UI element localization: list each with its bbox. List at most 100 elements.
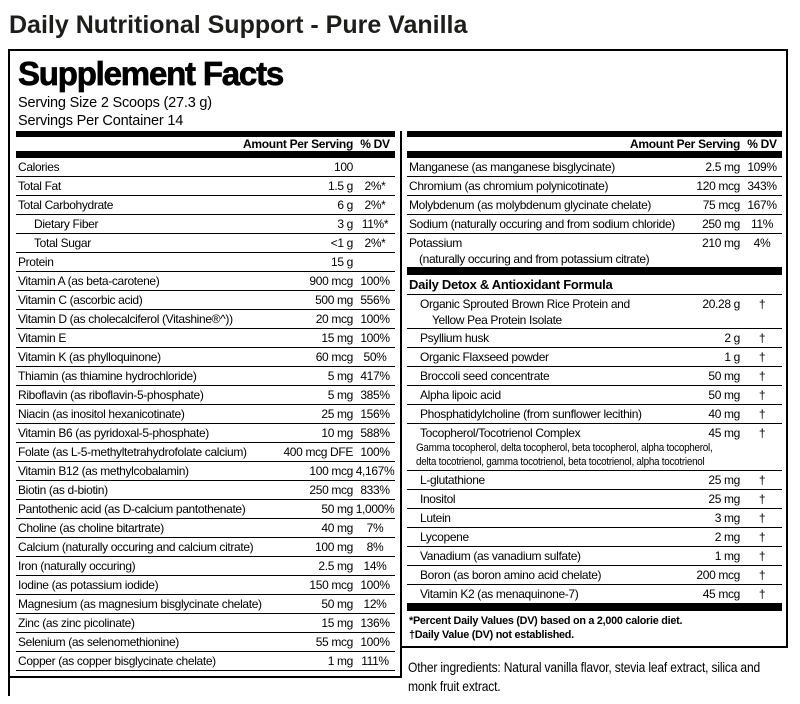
table-row-line: Molybdenum (as molybdenum glycinate chel… [407,196,782,214]
nutrient-name: Iron (naturally occuring) [18,559,136,573]
table-row: Tocopherol/Tocotrienol Complex 45 mg † Gamm… [407,424,782,471]
detox-rows: Organic Sprouted Brown Rice Protein and 2… [407,295,782,604]
nutrient-dv: † [758,331,766,345]
nutrient-name: Chromium (as chromium polynicotinate) [409,179,609,193]
table-row-line: Alpha lipoic acid 50 mg † [407,386,782,404]
nutrient-amount: <1 g [330,236,354,250]
supplement-facts-box: Supplement Facts Serving Size 2 Scoops (… [8,49,788,696]
nutrient-dv: † [758,426,766,440]
nutrient-dv: 2%* [364,198,386,212]
table-row-line: Iodine (as potassium iodide) 150 mcg 100% [16,576,395,594]
nutrient-dv: † [758,297,766,311]
nutrient-name: Lutein [420,511,451,525]
nutrient-dv: 11% [750,217,774,231]
nutrient-amount: 60 mcg [315,350,354,364]
nutrient-dv: 417% [360,369,390,383]
nutrient-dv: 8% [366,540,384,554]
nutrient-name: Pantothenic acid (as D-calcium pantothen… [18,502,246,516]
nutrient-amount: 100 mg [315,540,353,554]
nutrient-dv: 2%* [364,179,386,193]
nutrient-amount: 900 mcg [309,274,353,288]
nutrient-amount: 75 mcg [702,198,741,212]
nutrient-amount: 2.5 mg [705,160,740,174]
table-row: Iodine (as potassium iodide) 150 mcg 100% [16,576,395,595]
nutrient-name: Organic Flaxseed powder [420,350,549,364]
table-row: Zinc (as zinc picolinate) 15 mg 136% [16,614,395,633]
thick-divider-bar [16,131,395,137]
nutrient-name: Iodine (as potassium iodide) [18,578,159,592]
nutrient-name: Vitamin E [18,331,66,345]
nutrient-dv: 7% [366,521,384,535]
table-row-line: Biotin (as d-biotin) 250 mcg 833% [16,481,395,499]
nutrient-name: Total Fat [18,179,61,193]
table-row: L-glutathione 25 mg † [407,471,782,490]
table-row: Vitamin D (as cholecalciferol (Vitashine… [16,310,395,329]
nutrient-dv: 833% [360,483,390,497]
nutrient-name: Vitamin B6 (as pyridoxal-5-phosphate) [18,426,209,440]
nutrient-dv: † [758,511,766,525]
table-row-line: Vanadium (as vanadium sulfate) 1 mg † [407,547,782,565]
nutrient-amount: 2 mg [714,530,741,544]
table-row-line: Vitamin C (ascorbic acid) 500 mg 556% [16,291,395,309]
nutrient-name: Manganese (as manganese bisglycinate) [409,160,615,174]
section-divider-bar [407,268,782,275]
table-row: Choline (as choline bitartrate) 40 mg 7% [16,519,395,538]
nutrient-amount: 500 mg [315,293,353,307]
nutrient-dv: † [758,568,766,582]
amount-per-serving-header: Amount Per Serving [243,137,353,151]
table-row: Alpha lipoic acid 50 mg † [407,386,782,405]
nutrient-dv: † [758,473,766,487]
nutrient-name: Riboflavin (as riboflavin-5-phosphate) [18,388,204,402]
nutrient-amount: 25 mg [321,407,353,421]
nutrient-amount: 20.28 g [702,297,740,311]
table-row-line: Tocopherol/Tocotrienol Complex 45 mg † [407,424,782,442]
table-row: Manganese (as manganese bisglycinate) 2.5… [407,158,782,177]
nutrient-dv: 109% [747,160,777,174]
table-row-line: Total Fat 1.5 g 2%* [16,177,395,195]
table-row: Total Fat 1.5 g 2%* [16,177,395,196]
table-row-line: Total Carbohydrate 6 g 2%* [16,196,395,214]
nutrient-name: Potassium [409,236,462,250]
table-row: Organic Flaxseed powder 1 g † [407,348,782,367]
footnote-percent-dv: *Percent Daily Values (DV) based on a 2,… [409,615,683,627]
table-row: Copper (as copper bisglycinate chelate) 1… [16,652,395,671]
nutrient-dv: † [758,587,766,601]
nutrient-name: Total Carbohydrate [18,198,114,212]
nutrient-amount: 1 mg [327,654,354,668]
nutrient-amount: 3 g [337,217,353,231]
table-row: Dietary Fiber 3 g 11%* [16,215,395,234]
table-row: Total Sugar <1 g 2%* [16,234,395,253]
nutrient-name: Niacin (as inositol hexanicotinate) [18,407,185,421]
thick-divider-bar [16,151,395,158]
nutrient-dv: 156% [360,407,390,421]
mineral-rows: Manganese (as manganese bisglycinate) 2.5… [407,158,782,268]
nutrient-amount: 1.5 g [328,179,353,193]
nutrient-dv: 100% [360,578,390,592]
nutrient-dv: 111% [361,654,389,668]
table-row-line: Broccoli seed concentrate 50 mg † [407,367,782,385]
nutrient-amount: 40 mg [321,521,353,535]
percent-dv-header: % DV [747,137,777,151]
nutrient-amount: 15 g [331,255,353,269]
table-row-line: Psyllium husk 2 g † [407,329,782,347]
nutrient-amount: 6 g [337,198,353,212]
footnotes: *Percent Daily Values (DV) based on a 2,… [407,611,782,646]
table-row-line: Vitamin K (as phylloquinone) 60 mcg 50% [16,348,395,366]
nutrient-name-line2: (naturally occuring and from potassium c… [419,252,650,266]
nutrient-dv: 100% [360,274,390,288]
table-row: Vitamin A (as beta-carotene) 900 mcg 100% [16,272,395,291]
table-row-line: Calories 100 [16,158,395,176]
nutrient-name: Tocopherol/Tocotrienol Complex [420,426,581,440]
table-row: Organic Sprouted Brown Rice Protein and 2… [407,295,782,329]
nutrient-name: Calcium (naturally occuring and calcium … [18,540,254,554]
nutrient-dv: 50% [363,350,387,364]
nutrient-dv: † [758,407,766,421]
nutrient-amount: 3 mg [714,511,741,525]
table-row-line: Vitamin B12 (as methylcobalamin) 100 mcg 4… [16,462,395,480]
nutrient-name: Thiamin (as thiamine hydrochloride) [18,369,197,383]
nutrient-dv: † [758,530,766,544]
table-row-line: Lutein 3 mg † [407,509,782,527]
nutrient-amount: 2 g [724,331,740,345]
nutrient-amount: 50 mg [708,369,740,383]
right-column-main: Amount Per Serving % DV Manganese (as ma… [402,131,788,648]
